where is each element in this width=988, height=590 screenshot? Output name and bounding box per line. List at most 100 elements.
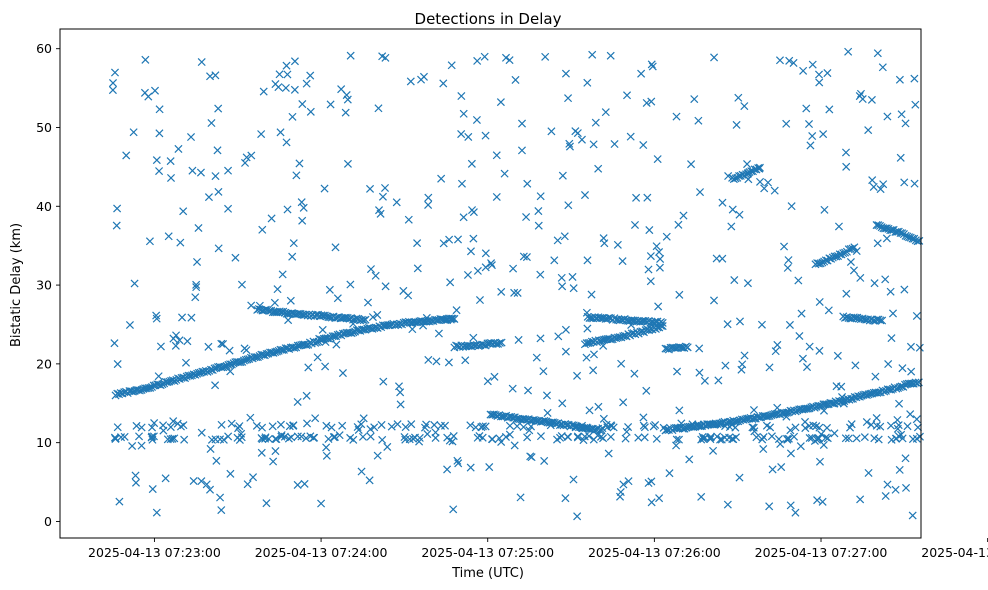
detection-point <box>873 49 882 58</box>
detection-point <box>343 159 352 168</box>
detection-point <box>283 70 292 79</box>
detection-point <box>183 337 192 346</box>
track-point <box>876 316 885 325</box>
detection-point <box>213 146 222 155</box>
detection-point <box>801 424 810 433</box>
detection-point <box>206 444 215 453</box>
track-point <box>349 328 358 337</box>
detection-point <box>481 131 490 140</box>
detection-point <box>331 243 340 252</box>
clutter-point <box>353 422 362 432</box>
detection-point <box>791 508 800 517</box>
detection-point <box>594 402 603 411</box>
detection-point <box>205 485 215 494</box>
detection-point <box>723 320 732 329</box>
detection-point <box>771 347 780 356</box>
detection-point <box>806 141 815 150</box>
detection-point <box>606 51 615 60</box>
clutter-point <box>812 435 822 444</box>
clutter-point <box>817 430 826 439</box>
detection-point <box>492 192 501 202</box>
clutter-point <box>180 435 189 444</box>
detection-point <box>837 382 846 391</box>
detection-point <box>895 465 904 474</box>
detection-point <box>176 238 185 247</box>
detection-point <box>630 220 640 229</box>
detection-point <box>912 311 921 320</box>
detection-point <box>580 191 590 200</box>
detection-point <box>815 346 824 355</box>
clutter-point <box>132 421 141 430</box>
chart-title: Detections in Delay <box>415 10 562 28</box>
detection-point <box>897 110 906 119</box>
detection-point <box>325 285 334 294</box>
detection-point <box>903 422 912 431</box>
detection-point <box>869 182 878 191</box>
detection-point <box>770 186 779 195</box>
track-point <box>619 332 628 341</box>
detection-point <box>501 53 511 62</box>
y-tick-label: 20 <box>36 356 52 371</box>
clutter-point <box>135 432 144 441</box>
clutter-point <box>113 423 122 432</box>
detection-point <box>466 463 475 472</box>
detection-point <box>413 264 422 273</box>
detection-point <box>550 256 559 265</box>
clutter-point <box>409 434 418 443</box>
clutter-point <box>580 432 589 441</box>
detection-point <box>273 285 282 294</box>
detection-point <box>797 309 806 318</box>
detection-point <box>906 342 915 351</box>
detection-point <box>561 347 570 356</box>
clutter-point <box>159 421 168 430</box>
detection-point <box>881 275 890 284</box>
track-point <box>302 341 311 350</box>
clutter-point <box>805 433 814 443</box>
detection-point <box>653 155 662 164</box>
detection-point <box>852 247 861 256</box>
clutter-point <box>717 435 726 444</box>
detection-point <box>749 405 758 415</box>
track-point <box>895 383 904 392</box>
detection-point <box>819 130 828 139</box>
detection-point <box>394 382 404 391</box>
detection-point <box>453 235 463 244</box>
detection-point <box>495 434 504 443</box>
x-tick-label: 2025-04-13 07:23:00 <box>88 545 221 560</box>
clutter-point <box>759 433 768 442</box>
track-point <box>880 387 889 396</box>
clutter-point <box>698 432 707 441</box>
detection-point <box>868 176 877 185</box>
track-point <box>531 416 540 425</box>
detection-point <box>697 492 706 501</box>
detection-point <box>808 60 817 69</box>
detection-point <box>274 83 283 92</box>
track-point <box>448 314 457 323</box>
detection-point <box>302 391 311 400</box>
detection-point <box>851 361 860 370</box>
clutter-point <box>752 433 761 442</box>
detection-point <box>644 265 653 274</box>
detection-point <box>654 302 663 311</box>
detection-point <box>558 399 567 408</box>
detection-point <box>622 91 632 100</box>
clutter-point <box>852 434 861 443</box>
track-point <box>146 383 155 392</box>
x-axis: 2025-04-13 07:23:00 2025-04-13 07:24:00 20… <box>88 538 988 560</box>
data-points-group <box>108 47 924 521</box>
detection-point <box>802 363 812 372</box>
detection-point <box>212 456 221 465</box>
detection-point <box>383 442 392 451</box>
track-point <box>234 358 243 367</box>
detection-point <box>883 480 892 489</box>
clutter-point <box>276 420 285 429</box>
detection-point <box>434 329 443 338</box>
detection-point <box>492 151 501 160</box>
detection-point <box>672 112 681 121</box>
detection-point <box>569 284 578 293</box>
clutter-point <box>338 421 347 430</box>
detection-point <box>445 235 454 244</box>
detection-point <box>171 341 180 350</box>
x-tick-label: 2025-04-13 07:25:00 <box>421 545 554 560</box>
detection-point <box>891 485 900 494</box>
